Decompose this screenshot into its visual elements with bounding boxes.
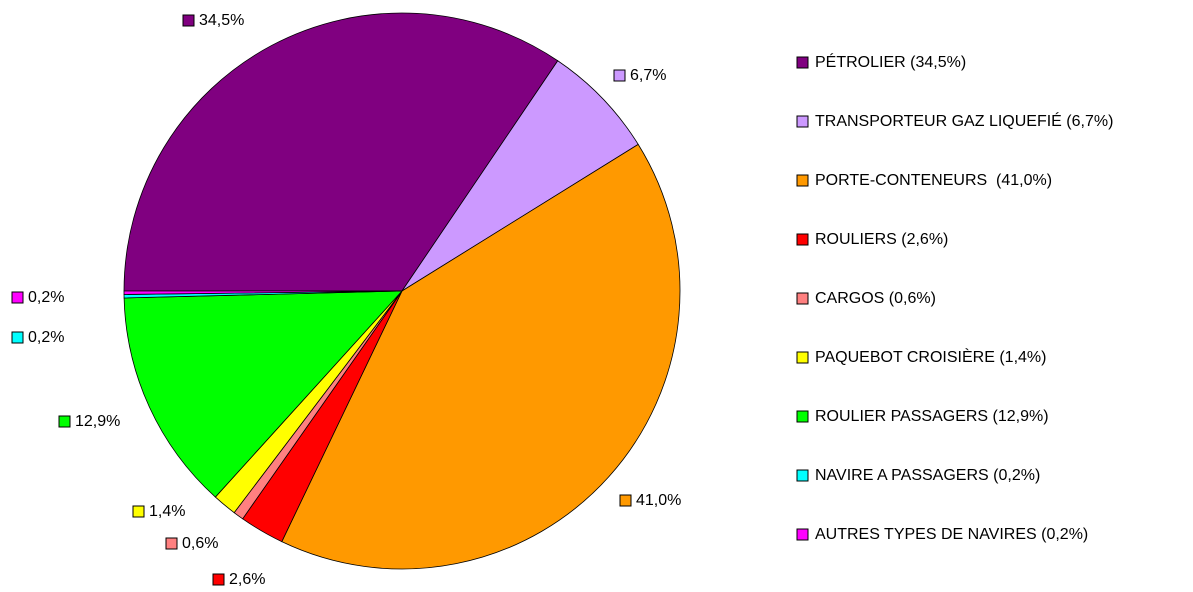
- label-swatch: [182, 14, 195, 27]
- legend-label: ROULIERS (2,6%): [815, 231, 948, 248]
- legend-swatch: [796, 174, 809, 187]
- legend-swatch: [796, 292, 809, 305]
- label-swatch: [613, 69, 626, 82]
- legend-swatch: [796, 233, 809, 246]
- legend-label: AUTRES TYPES DE NAVIRES (0,2%): [815, 526, 1088, 543]
- data-label: 0,2%: [28, 289, 64, 306]
- legend-label: PAQUEBOT CROISIÈRE (1,4%): [815, 347, 1046, 366]
- legend-swatch: [796, 528, 809, 541]
- label-swatch: [58, 415, 71, 428]
- legend-swatch: [796, 115, 809, 128]
- label-swatch: [165, 537, 178, 550]
- label-swatch: [11, 291, 24, 304]
- label-swatch: [212, 573, 225, 586]
- data-label: 1,4%: [149, 503, 185, 520]
- data-label: 41,0%: [636, 492, 681, 509]
- data-label: 34,5%: [199, 12, 244, 29]
- legend-label: PORTE-CONTENEURS (41,0%): [815, 172, 1052, 189]
- data-label: 0,6%: [182, 535, 218, 552]
- label-swatch: [132, 505, 145, 518]
- legend-label: ROULIER PASSAGERS (12,9%): [815, 408, 1049, 425]
- data-label: 12,9%: [75, 413, 120, 430]
- pie-slice: [123, 12, 559, 292]
- data-label: 0,2%: [28, 329, 64, 346]
- data-label: 6,7%: [630, 67, 666, 84]
- pie-slice: [281, 143, 681, 570]
- legend-swatch: [796, 56, 809, 69]
- legend-label: TRANSPORTEUR GAZ LIQUEFIÉ (6,7%): [815, 111, 1113, 130]
- legend-swatch: [796, 469, 809, 482]
- legend-label: NAVIRE A PASSAGERS (0,2%): [815, 467, 1040, 484]
- pie-slice: [123, 290, 403, 498]
- label-swatch: [619, 494, 632, 507]
- legend-swatch: [796, 410, 809, 423]
- pie-slice: [123, 290, 403, 295]
- label-swatch: [11, 331, 24, 344]
- data-label: 2,6%: [229, 571, 265, 588]
- legend-label: CARGOS (0,6%): [815, 290, 936, 307]
- legend-label: PÉTROLIER (34,5%): [815, 52, 966, 71]
- legend-swatch: [796, 351, 809, 364]
- pie-slice: [401, 60, 639, 292]
